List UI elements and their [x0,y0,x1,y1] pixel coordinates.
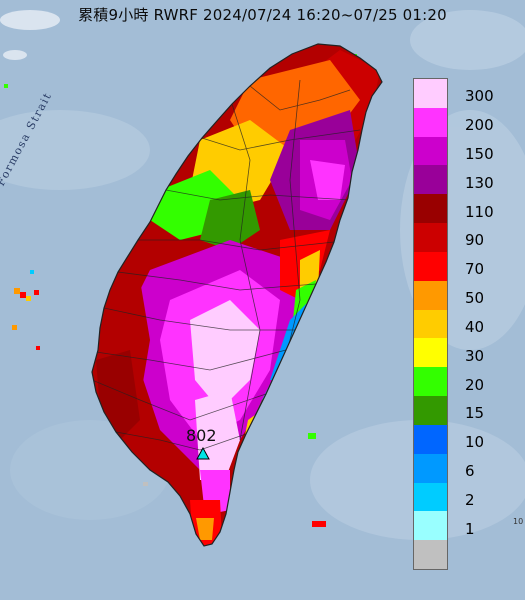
legend-swatch [414,309,447,339]
legend-label: 50 [465,289,485,308]
legend-label: 110 [465,202,494,221]
legend-label: 6 [465,462,475,480]
legend-swatch [414,194,447,224]
legend-label: 90 [465,231,485,250]
legend-label: 10 [465,433,485,452]
legend-label: 200 [465,116,494,135]
legend-swatch [414,482,447,512]
legend-label: 15 [465,404,485,423]
legend-label: 20 [465,375,485,394]
legend-label: 300 [465,87,494,106]
peak-value-label: 802 [186,426,217,445]
cloud-patches [0,10,60,60]
legend-swatch [414,136,447,166]
legend-swatch [414,223,447,253]
legend-swatch [414,511,447,541]
legend-swatch [414,396,447,426]
legend-label: 30 [465,346,485,365]
county-boundaries [92,79,361,451]
legend-swatch [414,280,447,310]
peak-marker [196,446,210,460]
offshore-cells [4,54,357,527]
legend-label: 1 [465,519,475,538]
legend-swatch [414,453,447,483]
legend-swatch [414,367,447,397]
legend-label: 40 [465,317,485,336]
legend-swatch [414,251,447,281]
legend-swatch [414,424,447,454]
legend-swatch [414,107,447,137]
legend-label: 150 [465,144,494,163]
color-legend [413,78,448,570]
legend-swatch [414,165,447,195]
legend-swatch [414,540,447,570]
corner-label: 10 [513,517,524,526]
legend-label: 70 [465,260,485,279]
map-title: 累積9小時 RWRF 2024/07/24 16:20~07/25 01:20 [78,6,447,24]
legend-label: 130 [465,173,494,192]
legend-swatch [414,338,447,368]
legend-label: 2 [465,490,475,509]
legend-swatch [414,79,447,108]
